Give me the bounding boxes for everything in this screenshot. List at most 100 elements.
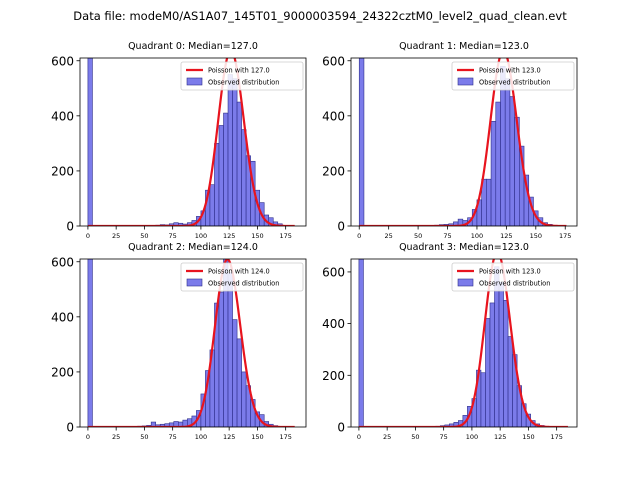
legend-box — [180, 61, 304, 91]
x-tick-label: 50 — [414, 232, 422, 240]
legend-box — [451, 61, 575, 91]
y-tick-label: 0 — [66, 220, 74, 234]
y-tick-label: 600 — [51, 54, 74, 68]
x-tick-label: 100 — [471, 232, 483, 240]
legend-label-observed: Observed distribution — [479, 280, 550, 288]
x-tick-label: 0 — [357, 232, 361, 240]
axes-frame — [79, 258, 307, 428]
legend: Poisson with 127.0 Observed distribution — [180, 61, 304, 91]
histogram-bar-12 — [489, 302, 495, 427]
x-tick-label: 175 — [559, 232, 571, 240]
y-tick-label: 200 — [322, 164, 345, 178]
axes-frame — [79, 57, 307, 227]
histogram-bar-13 — [214, 143, 220, 226]
histogram-bar-zero — [87, 259, 93, 427]
y-tick-label: 400 — [51, 310, 74, 324]
y-tick-label: 200 — [51, 365, 74, 379]
x-tick-label: 75 — [443, 232, 451, 240]
x-tick-label: 75 — [169, 232, 177, 240]
histogram-bar-17 — [232, 78, 238, 226]
histogram-bar-zero — [358, 259, 364, 427]
histogram-bar-14 — [218, 125, 224, 226]
legend-bar-swatch — [186, 77, 203, 86]
y-tick-label: 200 — [51, 164, 74, 178]
histogram-bar-15 — [504, 78, 511, 226]
x-tick-label: 75 — [169, 433, 177, 441]
x-tick-label: 150 — [530, 232, 542, 240]
y-tick-label: 0 — [66, 421, 74, 435]
x-tick-label: 50 — [140, 433, 148, 441]
chart-panel-0: Quadrant 0: Median=127.0 0 25 50 75 100 125 150… — [51, 41, 307, 240]
y-tick-label: 600 — [322, 265, 345, 279]
x-tick-label: 25 — [383, 433, 391, 441]
plot-area — [87, 58, 295, 226]
plot-area — [87, 259, 295, 427]
y-tick-label: 0 — [337, 220, 345, 234]
x-tick-label: 50 — [140, 232, 148, 240]
x-tick-label: 75 — [440, 433, 448, 441]
x-tick-label: 25 — [385, 232, 393, 240]
x-tick-label: 175 — [550, 433, 562, 441]
chart-panel-3: Quadrant 3: Median=123.0 0 25 50 75 100 125 150… — [322, 242, 578, 441]
histogram-bar-14 — [498, 281, 504, 427]
legend-label-observed: Observed distribution — [208, 280, 279, 288]
chart-panel-2: Quadrant 2: Median=124.0 0 25 50 75 100 125 150… — [51, 242, 307, 441]
plot-area — [358, 259, 568, 427]
legend-bar-swatch — [457, 77, 474, 86]
histogram-bar-11 — [486, 178, 492, 226]
legend: Poisson with 123.0 Observed distribution — [451, 262, 575, 292]
histogram-bar-zero — [87, 58, 93, 226]
axes-frame — [350, 57, 578, 227]
x-tick-label: 100 — [195, 433, 207, 441]
legend-label-fit: Poisson with 124.0 — [208, 268, 270, 276]
x-tick-label: 25 — [112, 232, 120, 240]
axes-frame — [350, 258, 578, 428]
histogram-bar-11 — [485, 318, 491, 427]
x-tick-label: 125 — [223, 232, 235, 240]
figure-suptitle: Data file: modeM0/AS1A07_145T01_90000035… — [73, 9, 567, 23]
x-tick-label: 100 — [195, 232, 207, 240]
histogram-bar-zero — [358, 58, 365, 226]
poisson-fit-line — [87, 58, 295, 226]
x-tick-label: 150 — [251, 433, 263, 441]
legend: Poisson with 123.0 Observed distribution — [451, 61, 575, 91]
y-tick-label: 400 — [51, 109, 74, 123]
histogram-bar-13 — [495, 101, 501, 226]
legend-label-observed: Observed distribution — [208, 79, 279, 87]
y-tick-label: 600 — [51, 255, 74, 269]
x-tick-label: 50 — [411, 433, 419, 441]
histogram-bar-12 — [209, 184, 215, 226]
histogram-bar-15 — [503, 300, 509, 427]
histogram-bar-19 — [241, 129, 247, 226]
plot-area — [358, 58, 567, 226]
y-tick-label: 600 — [322, 54, 345, 68]
histogram-bar-15 — [223, 112, 229, 226]
x-tick-label: 150 — [522, 433, 534, 441]
legend-label-fit: Poisson with 123.0 — [479, 268, 541, 276]
panel-title: Quadrant 0: Median=127.0 — [128, 41, 258, 52]
x-tick-label: 175 — [279, 433, 291, 441]
legend-label-fit: Poisson with 127.0 — [208, 67, 270, 75]
histogram-bar-16 — [227, 74, 233, 226]
x-tick-label: 150 — [251, 232, 263, 240]
histogram-bar-18 — [236, 101, 242, 226]
x-tick-label: 0 — [86, 433, 90, 441]
panel-title: Quadrant 3: Median=123.0 — [399, 242, 529, 253]
histogram-bar-10 — [480, 372, 486, 427]
panel-title: Quadrant 2: Median=124.0 — [128, 242, 258, 253]
histogram-bar-18 — [218, 291, 224, 427]
x-tick-label: 175 — [279, 232, 291, 240]
x-tick-label: 125 — [223, 433, 235, 441]
y-tick-label: 200 — [322, 369, 345, 383]
legend-label-observed: Observed distribution — [479, 79, 550, 87]
histogram-bar-12 — [490, 121, 497, 226]
histogram-bar-21 — [232, 319, 238, 427]
legend: Poisson with 124.0 Observed distribution — [180, 262, 304, 292]
poisson-fit-line — [359, 58, 567, 226]
legend-box — [451, 262, 575, 292]
histogram-bar-23 — [241, 371, 247, 427]
histogram-bar-22 — [236, 338, 242, 427]
panels-container: Quadrant 0: Median=127.0 0 25 50 75 100 125 150… — [51, 41, 578, 441]
panel-title: Quadrant 1: Median=123.0 — [399, 41, 529, 52]
